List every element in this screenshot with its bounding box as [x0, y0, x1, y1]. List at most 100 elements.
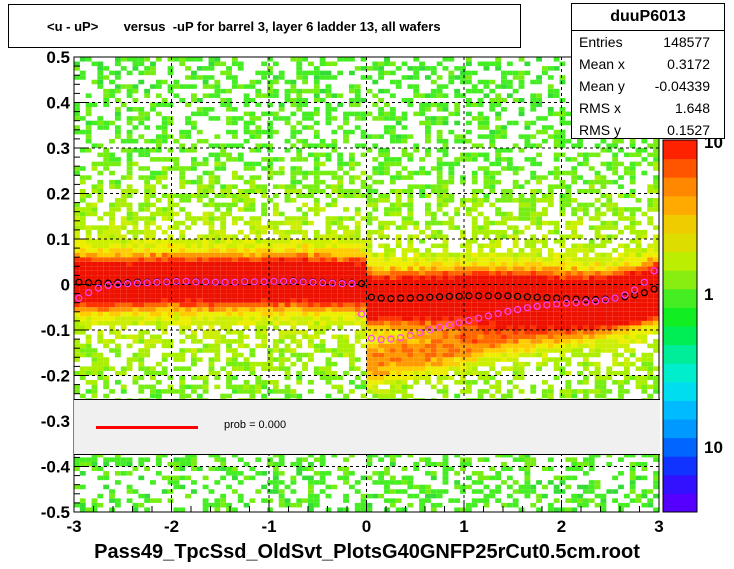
heatmap-cell [255, 375, 262, 381]
heatmap-cell [308, 248, 314, 253]
heatmap-cell [389, 211, 396, 217]
heatmap-cell [530, 307, 537, 312]
heatmap-cell [407, 102, 414, 108]
heatmap-cell [255, 457, 262, 462]
heatmap-cell [191, 275, 197, 280]
heatmap-cell [85, 389, 92, 394]
heatmap-cell [261, 225, 268, 230]
heatmap-cell [407, 325, 414, 330]
heatmap-cell [518, 339, 525, 344]
heatmap-cell [436, 370, 443, 376]
heatmap-cell [325, 370, 332, 376]
heatmap-cell [559, 289, 566, 294]
heatmap-cell [536, 175, 542, 180]
heatmap-cell [401, 380, 408, 385]
heatmap-cell [74, 102, 80, 108]
heatmap-cell [425, 138, 431, 144]
heatmap-cell [542, 316, 548, 321]
heatmap-cell [425, 498, 431, 503]
heatmap-cell [348, 270, 355, 276]
heatmap-cell [389, 202, 396, 208]
heatmap-cell [114, 334, 121, 340]
heatmap-cell [243, 102, 250, 108]
heatmap-cell [284, 193, 291, 199]
heatmap-cell [155, 393, 162, 399]
heatmap-cell [430, 352, 437, 358]
heatmap-cell [249, 352, 256, 358]
heatmap-cell [214, 175, 221, 180]
heatmap-cell [518, 97, 525, 103]
heatmap-cell [331, 384, 338, 390]
heatmap-cell [553, 307, 560, 312]
heatmap-cell [407, 188, 414, 194]
heatmap-cell [442, 138, 449, 144]
heatmap-cell [471, 220, 478, 226]
heatmap-cell [120, 198, 127, 203]
heatmap-cell [179, 148, 186, 153]
heatmap-cell [126, 129, 133, 135]
heatmap-cell [430, 266, 437, 271]
heatmap-cell [378, 111, 385, 117]
heatmap-cell [302, 252, 308, 258]
heatmap-cell [272, 480, 279, 485]
heatmap-cell [471, 339, 478, 344]
heatmap-cell [384, 334, 390, 340]
heatmap-cell [150, 66, 156, 71]
heatmap-cell [477, 111, 484, 117]
heatmap-cell [407, 202, 414, 208]
heatmap-cell [255, 88, 262, 94]
heatmap-cell [448, 257, 455, 262]
heatmap-cell [302, 102, 308, 108]
heatmap-cell [220, 225, 227, 230]
heatmap-cell [460, 157, 466, 162]
heatmap-cell [465, 266, 472, 271]
heatmap-cell [413, 311, 420, 317]
heatmap-cell [501, 266, 507, 271]
heatmap-cell [278, 498, 285, 503]
heatmap-cell [448, 57, 455, 62]
heatmap-cell [255, 239, 262, 244]
heatmap-cell [167, 475, 174, 481]
heatmap-cell [366, 148, 373, 153]
heatmap-cell [103, 311, 110, 317]
heatmap-cell [465, 61, 472, 67]
heatmap-cell [132, 279, 139, 285]
heatmap-cell [202, 289, 209, 294]
heatmap-cell [436, 61, 443, 67]
heatmap-cell [167, 480, 174, 485]
heatmap-cell [471, 175, 478, 180]
heatmap-cell [138, 357, 145, 362]
heatmap-cell [547, 184, 554, 189]
heatmap-cell [460, 75, 466, 80]
heatmap-cell [460, 289, 466, 294]
heatmap-cell [161, 97, 168, 103]
heatmap-cell [571, 316, 578, 321]
heatmap-cell [85, 111, 92, 117]
heatmap-cell [425, 471, 431, 476]
heatmap-cell [220, 284, 227, 290]
heatmap-cell [407, 293, 414, 299]
heatmap-cell [255, 298, 262, 303]
heatmap-cell [553, 298, 560, 303]
heatmap-cell [103, 289, 110, 294]
heatmap-cell [267, 66, 273, 71]
heatmap-cell [407, 261, 414, 267]
heatmap-cell [489, 339, 496, 344]
heatmap-cell [231, 279, 238, 285]
heatmap-cell [120, 279, 127, 285]
heatmap-cell [477, 343, 484, 349]
heatmap-cell [354, 357, 361, 362]
heatmap-cell [74, 302, 80, 308]
heatmap-cell [542, 348, 548, 353]
heatmap-cell [366, 380, 373, 385]
heatmap-cell [308, 284, 314, 290]
heatmap-cell [501, 348, 507, 353]
heatmap-cell [214, 357, 221, 362]
heatmap-cell [191, 143, 197, 148]
heatmap-cell [384, 129, 390, 135]
heatmap-cell [501, 452, 507, 458]
heatmap-cell [74, 343, 80, 349]
heatmap-cell [255, 148, 262, 153]
heatmap-cell [185, 334, 191, 340]
heatmap-cell [302, 79, 308, 85]
